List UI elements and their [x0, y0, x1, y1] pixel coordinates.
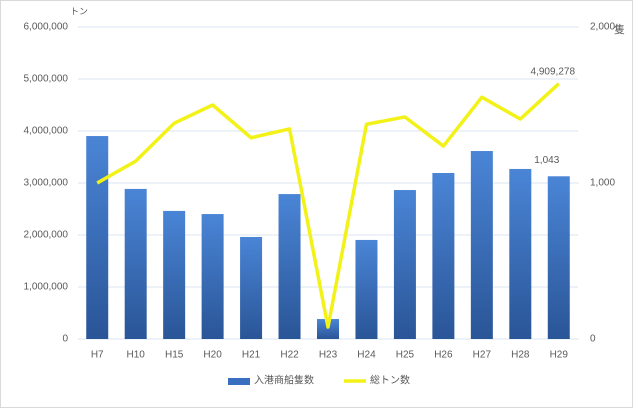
y-tick-label: 6,000,000 [24, 22, 69, 33]
data-label: 1,043 [534, 155, 559, 166]
line [96, 82, 560, 329]
x-tick-label: H23 [319, 350, 338, 361]
x-tick-label: H24 [357, 350, 376, 361]
x-tick-label: H20 [203, 350, 222, 361]
y-tick-label: 1,000,000 [24, 282, 69, 293]
x-tick-label: H26 [434, 350, 453, 361]
x-tick-label: H28 [511, 350, 530, 361]
bar [240, 236, 263, 339]
bar [278, 194, 301, 339]
y2-tick-label: 2,000 [590, 22, 615, 33]
legend-swatch [228, 378, 250, 385]
bar [432, 173, 455, 339]
bar [547, 176, 570, 339]
y2-axis-unit: 隻 [614, 22, 625, 36]
legend-label: 総トン数 [370, 374, 410, 387]
y-tick-label: 5,000,000 [24, 74, 69, 85]
y-axis-unit: トン [70, 6, 88, 16]
y2-tick-label: 0 [590, 334, 596, 345]
bar [355, 239, 378, 339]
bar [163, 210, 186, 339]
y-tick-label: 0 [62, 334, 68, 345]
x-tick-label: H10 [127, 350, 146, 361]
bar [393, 190, 416, 339]
x-tick-label: H22 [280, 350, 299, 361]
bar [201, 214, 224, 339]
bar [470, 151, 493, 339]
y-tick-label: 2,000,000 [24, 230, 69, 241]
x-tick-label: H7 [91, 350, 104, 361]
y-tick-label: 4,000,000 [24, 126, 69, 137]
x-tick-label: H21 [242, 350, 261, 361]
x-tick-label: H29 [550, 350, 569, 361]
bar [317, 319, 339, 339]
bar [86, 136, 109, 339]
y2-tick-label: 1,000 [590, 178, 615, 189]
x-tick-label: H15 [165, 350, 184, 361]
x-tick-label: H27 [473, 350, 492, 361]
bar [124, 188, 147, 339]
y-tick-label: 3,000,000 [24, 178, 69, 189]
data-label: 4,909,278 [531, 66, 576, 77]
legend-label: 入港商船隻数 [254, 374, 314, 387]
x-tick-label: H25 [396, 350, 415, 361]
bar [509, 168, 532, 339]
